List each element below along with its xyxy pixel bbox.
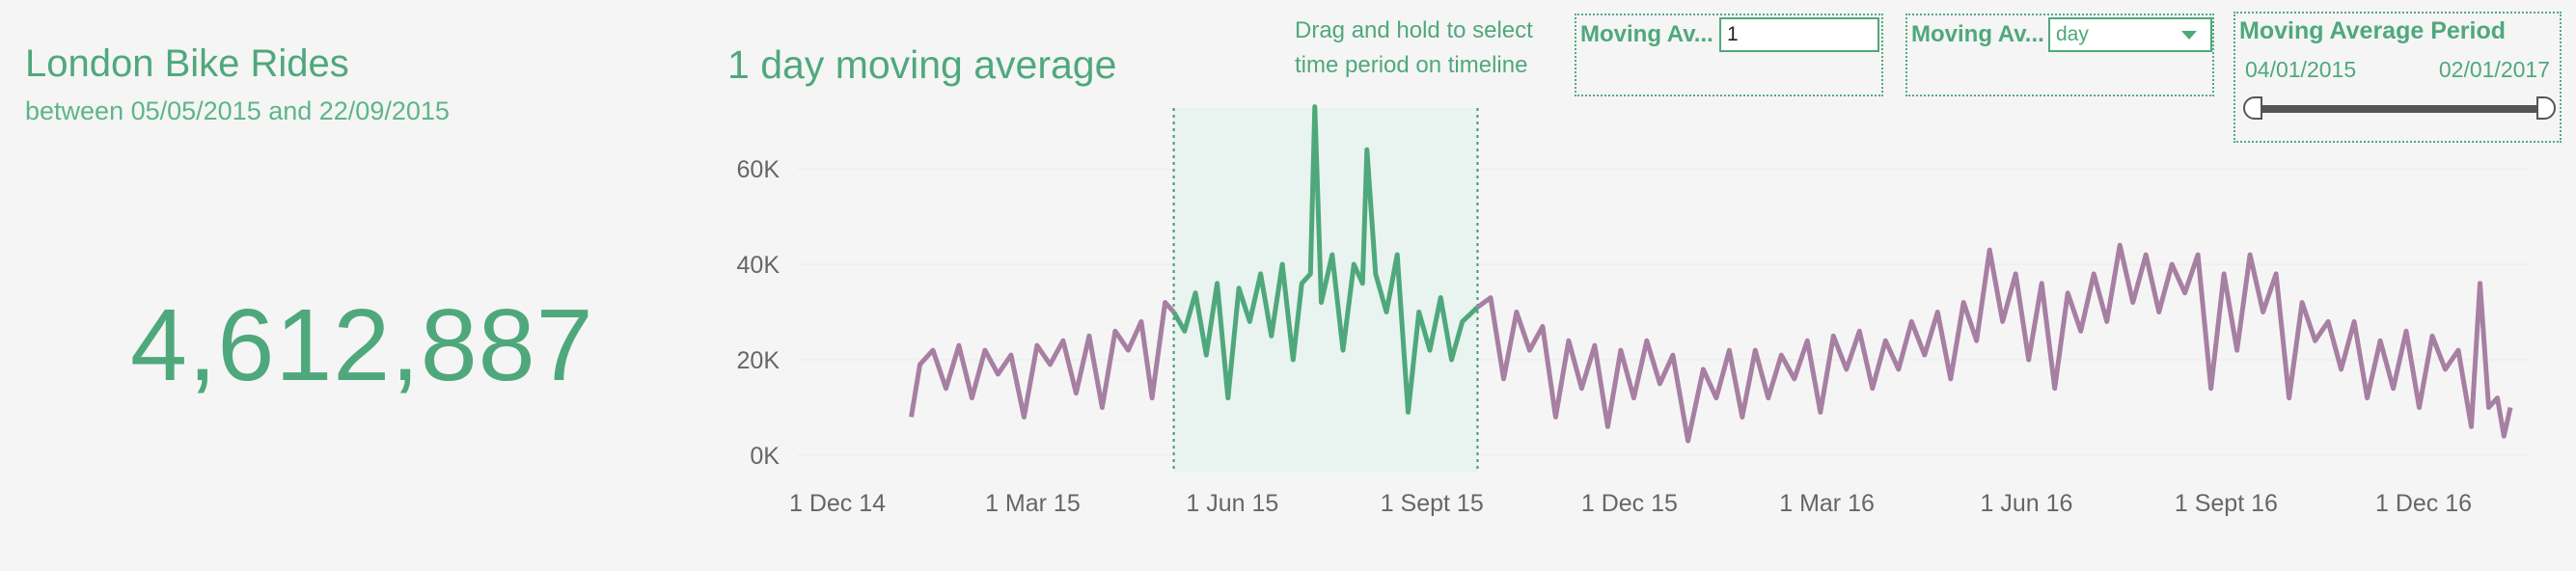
period-start-date: 04/01/2015 [2245, 57, 2357, 82]
series-line-before-selection [909, 300, 1176, 420]
x-tick-label: 1 Dec 14 [789, 490, 886, 517]
moving-avg-unit-value: day [2056, 23, 2089, 45]
period-slider-control: Moving Average Period 04/01/2015 02/01/2… [2233, 12, 2562, 143]
chart-title: 1 day moving average [727, 42, 1117, 87]
period-slider-start-handle[interactable] [2243, 96, 2262, 120]
x-tick-label: 1 Sept 15 [1381, 490, 1484, 517]
x-tick-label: 1 Dec 16 [2375, 490, 2472, 517]
moving-avg-unit-dropdown[interactable]: day [2048, 17, 2212, 52]
instruction-line-1: Drag and hold to select [1295, 17, 1533, 43]
period-slider-track[interactable] [2255, 105, 2544, 113]
moving-avg-value-label: Moving Av... [1580, 21, 1713, 47]
y-tick-label: 40K [737, 252, 781, 279]
period-slider-end-handle[interactable] [2536, 96, 2556, 120]
moving-avg-value-control: Moving Av... 1 [1575, 14, 1883, 96]
x-tick-label: 1 Mar 16 [1779, 490, 1875, 517]
y-tick-label: 60K [737, 156, 781, 183]
moving-avg-value-input[interactable]: 1 [1719, 17, 1879, 52]
timeline-instruction: Drag and hold to select time period on t… [1295, 14, 1533, 83]
summary-title: London Bike Rides [25, 42, 349, 85]
period-end-date: 02/01/2017 [2438, 57, 2550, 82]
moving-avg-unit-control: Moving Av... day [1905, 14, 2214, 96]
x-tick-label: 1 Dec 15 [1581, 490, 1678, 517]
series-line-selected [1171, 104, 1480, 415]
chevron-down-icon [2181, 31, 2197, 40]
series-line-after-selection [1476, 242, 2513, 444]
x-tick-label: 1 Mar 15 [985, 490, 1081, 517]
period-title: Moving Average Period [2239, 17, 2506, 44]
x-tick-label: 1 Jun 16 [1981, 490, 2073, 517]
y-tick-label: 0K [750, 443, 780, 470]
moving-avg-unit-label: Moving Av... [1911, 21, 2044, 47]
x-tick-label: 1 Jun 15 [1186, 490, 1278, 517]
instruction-line-2: time period on timeline [1295, 52, 1528, 78]
x-tick-label: 1 Sept 16 [2175, 490, 2278, 517]
summary-subtitle: between 05/05/2015 and 22/09/2015 [25, 96, 450, 125]
y-tick-label: 20K [737, 347, 781, 374]
total-rides-number: 4,612,887 [130, 288, 594, 402]
